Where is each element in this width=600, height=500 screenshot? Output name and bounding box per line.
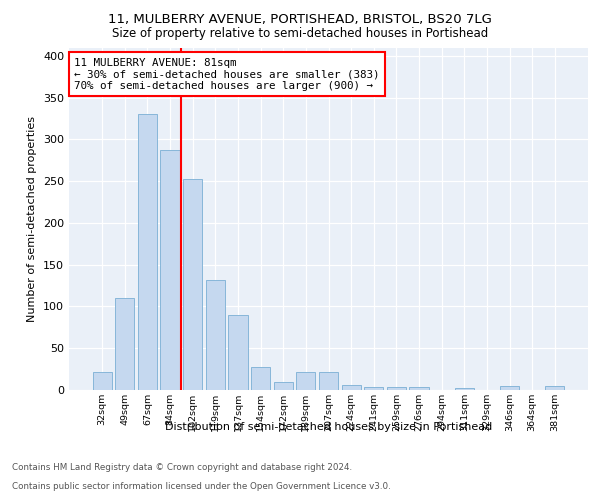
- Bar: [251, 366, 270, 390]
- Bar: [500, 386, 519, 390]
- Bar: [183, 180, 202, 390]
- Bar: [92, 372, 112, 390]
- Text: Contains public sector information licensed under the Open Government Licence v3: Contains public sector information licen…: [12, 482, 391, 491]
- Text: 11 MULBERRY AVENUE: 81sqm
← 30% of semi-detached houses are smaller (383)
70% of: 11 MULBERRY AVENUE: 81sqm ← 30% of semi-…: [74, 58, 380, 91]
- Bar: [409, 388, 428, 390]
- Text: 11, MULBERRY AVENUE, PORTISHEAD, BRISTOL, BS20 7LG: 11, MULBERRY AVENUE, PORTISHEAD, BRISTOL…: [108, 12, 492, 26]
- Bar: [387, 388, 406, 390]
- Bar: [115, 298, 134, 390]
- Bar: [455, 388, 474, 390]
- Bar: [296, 372, 316, 390]
- Bar: [160, 150, 180, 390]
- Text: Size of property relative to semi-detached houses in Portishead: Size of property relative to semi-detach…: [112, 28, 488, 40]
- Bar: [138, 114, 157, 390]
- Bar: [229, 315, 248, 390]
- Y-axis label: Number of semi-detached properties: Number of semi-detached properties: [28, 116, 37, 322]
- Bar: [206, 280, 225, 390]
- Bar: [545, 386, 565, 390]
- Bar: [319, 372, 338, 390]
- Text: Distribution of semi-detached houses by size in Portishead: Distribution of semi-detached houses by …: [165, 422, 493, 432]
- Text: Contains HM Land Registry data © Crown copyright and database right 2024.: Contains HM Land Registry data © Crown c…: [12, 464, 352, 472]
- Bar: [274, 382, 293, 390]
- Bar: [364, 386, 383, 390]
- Bar: [341, 385, 361, 390]
